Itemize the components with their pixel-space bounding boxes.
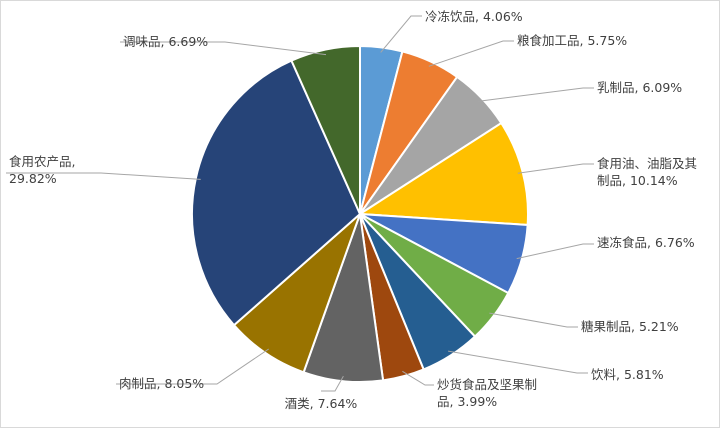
data-label: 冷冻饮品, 4.06% [425, 9, 523, 24]
data-label: 乳制品, 6.09% [597, 80, 682, 95]
leader-line [321, 375, 344, 392]
leader-line [477, 87, 594, 102]
leader-line [516, 243, 594, 260]
pie-slice [290, 44, 361, 215]
data-label: 制品, 10.14% [597, 173, 678, 188]
leader-line [428, 40, 514, 67]
leader-lines [6, 15, 594, 392]
data-label: 调味品, 6.69% [123, 34, 208, 49]
leader-line [517, 163, 594, 174]
data-label: 食用油、油脂及其 [597, 156, 697, 171]
pie-slices [191, 44, 529, 383]
data-labels: 冷冻饮品, 4.06% 粮食加工品, 5.75% 乳制品, 6.09% 食用油、油脂及… [9, 9, 697, 411]
leader-line [380, 15, 422, 53]
data-label: 糖果制品, 5.21% [581, 319, 679, 334]
leader-line [6, 172, 201, 180]
data-label: 品, 3.99% [437, 394, 497, 409]
leader-line [116, 348, 269, 385]
pie-slice [191, 59, 362, 327]
leader-line [402, 370, 434, 386]
leader-line [120, 41, 327, 56]
data-label: 酒类, 7.64% [285, 396, 358, 411]
data-label: 粮食加工品, 5.75% [517, 33, 627, 48]
data-label: 肉制品, 8.05% [119, 376, 204, 391]
data-label: 饮料, 5.81% [591, 367, 664, 382]
leader-line [448, 350, 588, 374]
data-label: 炒货食品及坚果制 [437, 377, 537, 392]
data-label: 29.82% [9, 171, 57, 186]
leader-line [489, 312, 578, 328]
pie-slice [356, 121, 529, 227]
data-label: 速冻食品, 6.76% [597, 235, 695, 250]
data-label: 食用农产品, [9, 154, 75, 169]
